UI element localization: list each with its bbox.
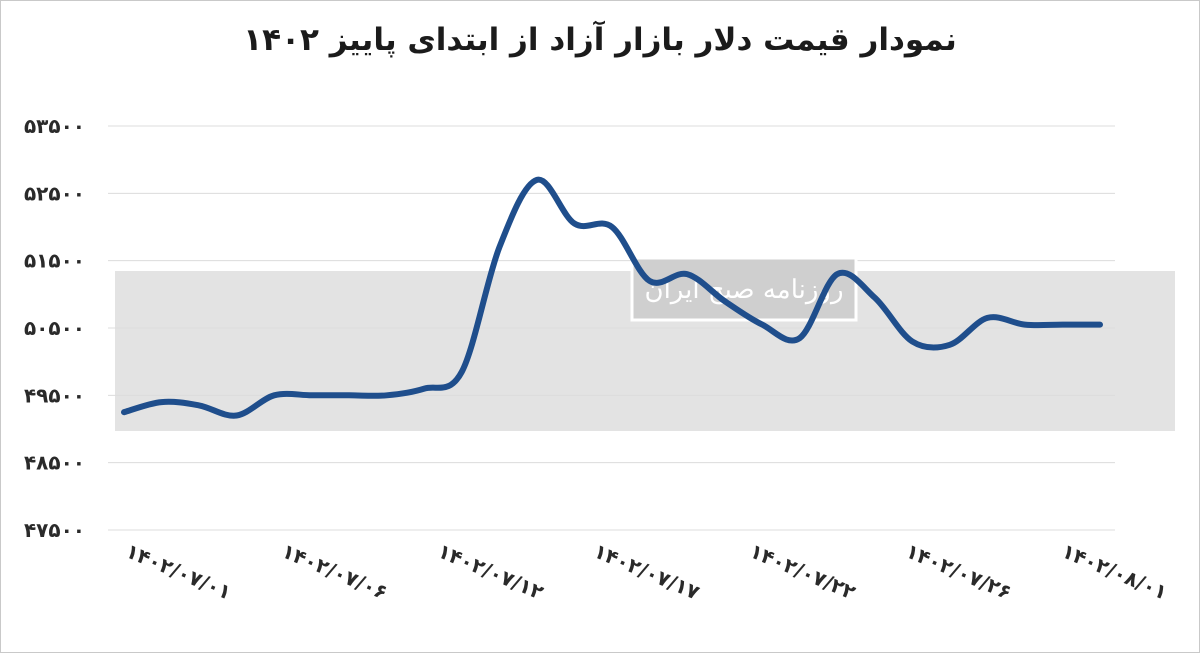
x-tick-label: ۱۴۰۲/۰۷/۲۶ (902, 539, 1015, 605)
y-tick-label: ۵۳۵۰۰ (24, 114, 85, 138)
y-tick-label: ۴۹۵۰۰ (24, 383, 85, 407)
watermark-text: روزنامه صبح ایران (644, 275, 843, 305)
x-tick-label: ۱۴۰۲/۰۷/۰۱ (122, 539, 235, 605)
y-tick-label: ۵۱۵۰۰ (24, 249, 85, 273)
chart-title: نمودار قیمت دلار بازار آزاد از ابتدای پا… (243, 22, 957, 58)
y-tick-label: ۵۰۵۰۰ (24, 316, 85, 340)
y-tick-label: ۴۸۵۰۰ (24, 451, 85, 475)
grid-lines (108, 125, 1115, 531)
x-tick-label: ۱۴۰۲/۰۸/۰۱ (1058, 539, 1171, 605)
series-line (121, 176, 1103, 419)
x-tick-label: ۱۴۰۲/۰۷/۰۶ (278, 539, 391, 605)
y-tick-label: ۵۲۵۰۰ (24, 181, 85, 205)
x-tick-label: ۱۴۰۲/۰۷/۱۲ (434, 539, 547, 605)
x-tick-label: ۱۴۰۲/۰۷/۱۷ (590, 539, 703, 605)
y-tick-label: ۴۷۵۰۰ (24, 518, 85, 542)
x-tick-label: ۱۴۰۲/۰۷/۲۲ (746, 539, 859, 605)
x-axis-labels: ۱۴۰۲/۰۷/۰۱ ۱۴۰۲/۰۷/۰۶ ۱۴۰۲/۰۷/۱۲ ۱۴۰۲/۰۷/۱۷… (122, 539, 1171, 605)
y-axis-labels: ۵۳۵۰۰ ۵۲۵۰۰ ۵۱۵۰۰ ۵۰۵۰۰ ۴۹۵۰۰ ۴۸۵۰۰ ۴۷۵۰۰ (24, 114, 85, 542)
